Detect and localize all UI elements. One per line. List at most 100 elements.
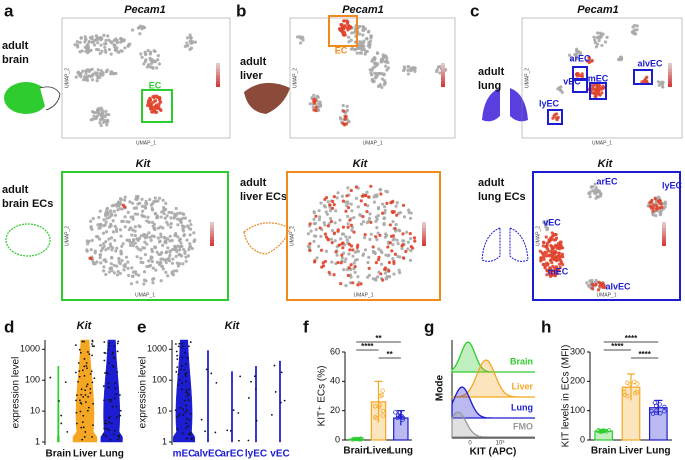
- cell-dot: [161, 267, 165, 271]
- cell-dot: [84, 394, 87, 396]
- cell-dot: [363, 233, 367, 237]
- cell-dot: [318, 226, 322, 230]
- cell-dot: [186, 224, 190, 228]
- cell-dot: [181, 342, 183, 345]
- cell-dot: [314, 108, 318, 113]
- cell-dot: [159, 232, 163, 236]
- cell-dot: [592, 35, 596, 39]
- violin: [255, 366, 257, 443]
- cell-dot: [273, 364, 276, 367]
- cell-dot: [150, 220, 155, 224]
- cell-dot: [153, 99, 158, 103]
- violin: [172, 339, 196, 443]
- cell-dot: [78, 348, 81, 351]
- lung-icon: [482, 88, 528, 122]
- cell-dot: [149, 238, 153, 242]
- cell-dot: [187, 425, 190, 428]
- cell-dot: [157, 196, 162, 200]
- cell-dot: [383, 79, 387, 83]
- color-key: [441, 72, 445, 75]
- cell-dot: [86, 68, 90, 72]
- cell-dot: [374, 235, 378, 239]
- cell-dot: [148, 197, 152, 202]
- y-tick-label: 10: [30, 405, 40, 415]
- cell-dot: [373, 71, 377, 75]
- violin: [231, 371, 233, 443]
- cell-dot: [319, 201, 323, 205]
- cell-dot: [153, 110, 157, 114]
- cell-dot: [366, 195, 371, 199]
- cell-dot: [118, 436, 121, 439]
- y-axis-label: expression level: [138, 357, 149, 429]
- cell-dot: [380, 72, 384, 76]
- cell-dot: [107, 113, 111, 117]
- cell-dot: [543, 266, 547, 270]
- cell-dot: [107, 270, 112, 274]
- cell-dot: [106, 119, 110, 124]
- cell-dot: [139, 256, 143, 260]
- cell-dot: [177, 373, 180, 376]
- cell-dot: [558, 265, 562, 269]
- cell-dot: [595, 194, 599, 198]
- cell-dot: [102, 42, 107, 46]
- cell-dot: [161, 243, 165, 247]
- cell-dot: [301, 35, 305, 39]
- cell-dot: [106, 372, 109, 375]
- cell-dot: [359, 282, 363, 286]
- cell-dot: [349, 223, 353, 227]
- cell-dot: [156, 215, 160, 220]
- cell-dot: [340, 194, 344, 198]
- cell-dot: [379, 272, 383, 276]
- cell-dot: [123, 195, 127, 199]
- cell-dot: [135, 212, 140, 216]
- color-key: [422, 222, 426, 225]
- replicate-dot: [376, 404, 382, 410]
- cell-dot: [95, 79, 99, 83]
- replicate-dot: [378, 394, 383, 399]
- y-tick-label: 0: [335, 434, 340, 444]
- cell-dot: [104, 220, 108, 224]
- cell-dot: [408, 216, 413, 220]
- cell-dot: [189, 412, 192, 415]
- cell-dot: [339, 117, 343, 121]
- cell-dot: [148, 235, 152, 239]
- cell-dot: [163, 240, 167, 244]
- cell-dot: [381, 56, 385, 60]
- y-axis-label: KIT levels in ECs (MFI): [561, 345, 572, 448]
- cell-dot: [341, 246, 345, 250]
- series-label: Lung: [511, 402, 533, 412]
- cell-dot: [369, 232, 373, 236]
- cell-dot: [87, 40, 91, 44]
- replicate-dot: [634, 390, 640, 395]
- cell-dot: [103, 45, 107, 49]
- cell-dot: [92, 424, 94, 427]
- cell-dot: [318, 104, 322, 108]
- cell-dot: [652, 203, 656, 207]
- cell-dot: [342, 251, 346, 255]
- significance-label: ****: [611, 342, 624, 351]
- cell-dot: [183, 399, 186, 402]
- cell-dot: [172, 216, 176, 220]
- cell-dot: [185, 422, 188, 425]
- cell-dot: [368, 237, 372, 241]
- cell-dot: [112, 203, 116, 207]
- cell-dot: [107, 348, 110, 351]
- cell-dot: [353, 264, 357, 269]
- cell-dot: [141, 209, 145, 213]
- cell-dot: [155, 250, 159, 254]
- cell-dot: [556, 268, 560, 272]
- cell-dot: [159, 215, 163, 219]
- cell-dot: [95, 36, 99, 41]
- cell-dot: [352, 215, 356, 220]
- cell-dot: [356, 275, 360, 279]
- cell-dot: [319, 234, 323, 238]
- cell-dot: [138, 236, 142, 240]
- cell-dot: [378, 187, 382, 192]
- cell-dot: [369, 36, 373, 40]
- cluster-label: mEC: [548, 266, 569, 276]
- cell-dot: [382, 223, 386, 227]
- cell-dot: [599, 34, 603, 38]
- cell-dot: [125, 238, 129, 242]
- x-tick-label: vEC: [270, 449, 289, 460]
- tissue-label: brain: [2, 54, 29, 66]
